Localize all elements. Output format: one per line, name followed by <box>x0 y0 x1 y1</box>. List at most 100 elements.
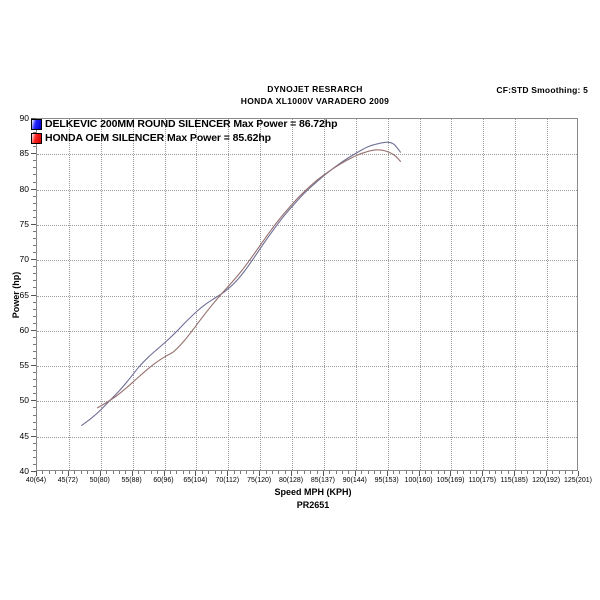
x-tick-mark <box>450 471 452 476</box>
x-tick-mark-minor <box>393 471 395 474</box>
legend-swatch-blue-icon <box>31 118 42 130</box>
y-tick-label: 90 <box>19 113 29 123</box>
y-tick-mark-minor <box>33 379 36 381</box>
y-tick-mark-minor <box>33 421 36 423</box>
y-tick-label: 45 <box>19 430 29 441</box>
y-tick-mark-minor <box>33 266 36 268</box>
gridline-vertical <box>451 119 453 470</box>
x-tick-label: 85(137) <box>310 477 336 484</box>
gridline-horizontal <box>37 224 577 226</box>
x-tick-mark-minor <box>284 471 286 474</box>
x-tick-mark-minor <box>87 471 88 474</box>
x-tick-mark <box>36 471 37 476</box>
y-tick-mark-minor <box>33 386 36 388</box>
x-tick-mark-minor <box>431 471 433 474</box>
x-tick-label: 45(72) <box>57 477 78 484</box>
y-tick-mark-minor <box>33 414 36 416</box>
x-tick-label: 105(169) <box>436 477 465 484</box>
y-tick-mark-minor <box>33 195 36 197</box>
x-tick-mark-minor <box>412 471 414 474</box>
y-tick-mark-minor <box>33 146 36 148</box>
gridline-vertical <box>515 119 517 470</box>
x-tick-mark-minor <box>495 471 497 474</box>
x-tick-mark-minor <box>335 471 337 474</box>
x-tick-mark-minor <box>437 471 439 474</box>
x-tick-mark-minor <box>246 471 248 474</box>
x-tick-mark-minor <box>61 471 63 474</box>
x-tick-label: 65(104) <box>183 477 208 484</box>
y-tick-mark-minor <box>33 343 36 345</box>
y-tick-mark-minor <box>33 174 36 176</box>
y-tick-mark <box>31 223 36 225</box>
y-tick-mark-minor <box>33 442 36 444</box>
plot-area <box>36 118 578 471</box>
y-axis: Power (hp) 40 45 50 55 60 65 70 75 80 85 90 <box>0 113 36 476</box>
x-tick-mark-minor <box>533 471 535 474</box>
y-tick-mark-minor <box>33 449 36 451</box>
gridline-vertical <box>419 119 421 470</box>
x-tick-mark-minor <box>444 471 446 474</box>
y-tick-mark-minor <box>33 273 36 275</box>
x-tick-mark <box>482 471 484 476</box>
x-tick-mark-minor <box>520 471 522 474</box>
power-curve-line <box>97 149 402 409</box>
x-tick-mark-minor <box>74 471 76 474</box>
x-tick-mark-minor <box>48 471 50 474</box>
y-tick-mark <box>31 259 36 261</box>
x-tick-label: 115(185) <box>500 477 528 484</box>
x-tick-mark <box>514 471 516 476</box>
x-tick-mark <box>418 471 420 476</box>
x-tick-mark-minor <box>526 471 528 474</box>
x-tick-mark-minor <box>373 471 375 474</box>
x-tick-mark-minor <box>278 471 280 474</box>
x-tick-label: 70(112) <box>215 477 240 484</box>
y-tick-label: 75 <box>19 218 29 229</box>
legend-label: HONDA OEM SILENCER Max Power = 85.62hp <box>45 132 271 144</box>
y-tick-mark-minor <box>33 456 36 458</box>
y-tick-mark-minor <box>33 167 36 169</box>
y-tick-mark-minor <box>33 350 36 352</box>
x-tick-mark <box>131 471 133 476</box>
y-tick-mark-minor <box>33 181 36 183</box>
x-tick-mark-minor <box>125 471 127 474</box>
legend-item: DELKEVIC 200MM ROUND SILENCER Max Power … <box>31 117 337 131</box>
y-tick-label: 50 <box>19 395 29 406</box>
x-tick-mark-minor <box>138 471 140 474</box>
x-tick-mark-minor <box>380 471 382 474</box>
x-tick-mark-minor <box>189 471 191 474</box>
x-tick-mark-minor <box>475 471 477 474</box>
x-tick-mark-minor <box>271 471 273 474</box>
x-tick-mark-minor <box>297 471 299 474</box>
x-tick-label: 55(88) <box>121 477 142 484</box>
y-tick-mark-minor <box>33 393 36 395</box>
y-tick-mark-minor <box>33 336 36 338</box>
x-tick-mark <box>163 471 165 476</box>
x-tick-mark-minor <box>456 471 458 474</box>
power-curve-line <box>81 141 402 426</box>
y-tick-label: 80 <box>19 183 29 194</box>
gridline-horizontal <box>37 401 577 403</box>
x-tick-mark-minor <box>501 471 503 474</box>
x-tick-mark-minor <box>342 471 344 474</box>
y-tick-label: 85 <box>19 148 29 159</box>
x-tick-label: 95(153) <box>374 477 399 484</box>
gridline-horizontal <box>37 436 577 438</box>
x-tick-mark-minor <box>144 471 146 474</box>
gridline-horizontal <box>37 154 577 156</box>
y-tick-label: 65 <box>19 289 29 300</box>
x-tick-mark-minor <box>348 471 350 474</box>
x-tick-mark-minor <box>361 471 363 474</box>
x-tick-mark-minor <box>150 471 152 474</box>
gridline-vertical <box>387 119 389 470</box>
x-tick-label: 125(201) <box>563 477 593 484</box>
x-tick-mark <box>386 471 388 476</box>
legend-label: DELKEVIC 200MM ROUND SILENCER Max Power … <box>45 118 338 130</box>
gridline-vertical <box>132 119 134 470</box>
y-tick-mark-minor <box>33 407 36 409</box>
x-tick-mark-minor <box>310 471 312 474</box>
y-tick-mark-minor <box>33 372 36 374</box>
y-tick-mark-minor <box>33 252 36 254</box>
x-tick-mark <box>99 471 101 476</box>
x-tick-mark-minor <box>552 471 554 474</box>
x-tick-mark-minor <box>233 471 235 474</box>
